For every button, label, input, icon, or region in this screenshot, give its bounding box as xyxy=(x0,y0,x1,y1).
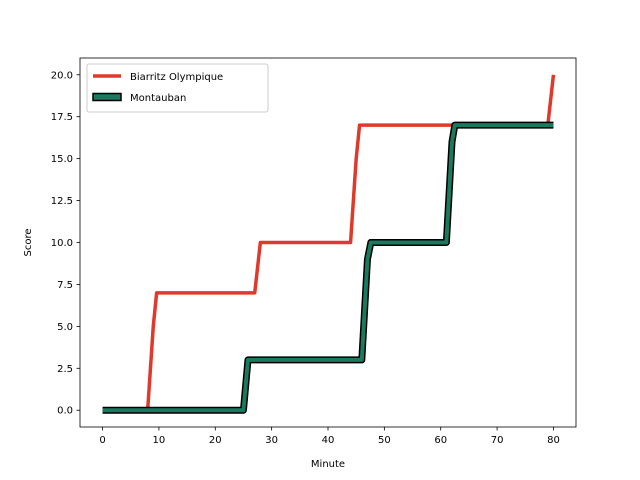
series-1 xyxy=(102,74,556,412)
x-tick-label: 20 xyxy=(209,435,222,446)
series-2 xyxy=(102,121,554,414)
y-tick-label: 12.5 xyxy=(51,196,73,207)
y-tick-label: 2.5 xyxy=(57,364,73,375)
legend-item: Montauban xyxy=(92,92,186,104)
legend-swatch xyxy=(92,92,122,102)
y-tick-label: 17.5 xyxy=(51,112,73,123)
x-tick-label: 10 xyxy=(153,435,166,446)
x-tick-label: 0 xyxy=(99,435,105,446)
legend-box xyxy=(86,63,269,113)
y-tick-label: 10.0 xyxy=(51,238,73,249)
y-tick-label: 5.0 xyxy=(57,322,73,333)
legend-label: Biarritz Olympique xyxy=(130,72,223,83)
x-tick-label: 30 xyxy=(265,435,278,446)
y-axis: 0.0 2.5 5.0 7.5 10.0 12.5 15.0 17.5 20.0 xyxy=(51,70,80,417)
y-tick-label: 20.0 xyxy=(51,70,73,81)
y-axis-label: Score xyxy=(23,228,34,256)
x-axis: 0 10 20 30 40 50 60 70 80 xyxy=(99,427,560,446)
y-tick-label: 0.0 xyxy=(57,406,73,417)
x-tick-label: 40 xyxy=(322,435,335,446)
series-line xyxy=(102,74,556,412)
legend-item: Biarritz Olympique xyxy=(93,72,223,83)
x-axis-label: Minute xyxy=(311,459,345,470)
legend-label: Montauban xyxy=(130,93,186,104)
legend: Biarritz Olympique Montauban xyxy=(86,63,269,113)
x-tick-label: 70 xyxy=(491,435,504,446)
x-tick-label: 60 xyxy=(434,435,447,446)
x-tick-label: 50 xyxy=(378,435,391,446)
y-tick-label: 15.0 xyxy=(51,154,73,165)
y-tick-label: 7.5 xyxy=(57,280,73,291)
series-line xyxy=(102,123,554,413)
plot-area xyxy=(102,74,556,414)
x-tick-label: 80 xyxy=(547,435,560,446)
